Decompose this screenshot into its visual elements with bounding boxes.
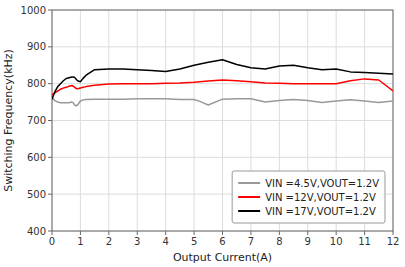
plot-frame [52,10,393,231]
x-tick [250,231,251,235]
x-tick-label: 5 [191,236,197,247]
x-tick [336,231,337,235]
x-tick-label: 7 [248,236,254,247]
x-tick [194,231,195,235]
x-axis-label: Output Current(A) [173,251,272,264]
y-tick-label: 500 [27,189,46,200]
x-tick-label: 6 [219,236,225,247]
axes: 01234567891011124005006007008009001000Ou… [2,5,399,265]
y-tick [48,120,52,121]
series-lines [52,60,393,106]
legend-swatch [238,210,260,212]
x-tick-label: 3 [134,236,140,247]
y-tick [48,157,52,158]
x-tick-label: 12 [387,236,400,247]
y-grid-line [52,120,393,121]
series-line [52,60,393,99]
x-tick-label: 8 [276,236,282,247]
x-tick [165,231,166,235]
y-tick-label: 600 [27,152,46,163]
plot-area [52,10,393,231]
x-tick-label: 1 [77,236,83,247]
legend-box [232,171,385,223]
x-tick [307,231,308,235]
legend-label: VIN =12V,VOUT=1.2V [265,192,376,203]
y-tick [48,194,52,195]
x-tick-label: 4 [162,236,168,247]
chart: 01234567891011124005006007008009001000Ou… [0,0,405,267]
y-tick [48,231,52,232]
series-line [52,98,393,106]
x-tick [222,231,223,235]
x-tick [108,231,109,235]
y-axis-label: Switching Frequency(kHz) [2,49,15,192]
y-grid-line [52,157,393,158]
x-tick [52,231,53,235]
y-tick [48,46,52,47]
x-tick [279,231,280,235]
y-tick [48,10,52,11]
x-tick [393,231,394,235]
x-tick-label: 2 [106,236,112,247]
y-tick-label: 800 [27,78,46,89]
y-tick-label: 1000 [21,5,46,16]
x-tick-label: 11 [358,236,371,247]
x-tick [80,231,81,235]
x-tick-label: 9 [305,236,311,247]
x-tick-label: 10 [330,236,343,247]
y-tick-label: 400 [27,226,46,237]
y-tick [48,83,52,84]
y-grid-line [52,46,393,47]
legend: VIN =4.5V,VOUT=1.2V VIN =12V,VOUT=1.2V VIN… [232,171,385,223]
x-tick [364,231,365,235]
x-tick [137,231,138,235]
y-tick-label: 900 [27,41,46,52]
legend-label: VIN =17V,VOUT=1.2V [265,206,376,217]
grid [52,10,393,231]
x-tick-label: 0 [49,236,55,247]
legend-label: VIN =4.5V,VOUT=1.2V [265,178,379,189]
series-line [52,79,393,95]
legend-swatch [238,196,260,198]
legend-swatch [238,182,260,184]
y-tick-label: 700 [27,115,46,126]
